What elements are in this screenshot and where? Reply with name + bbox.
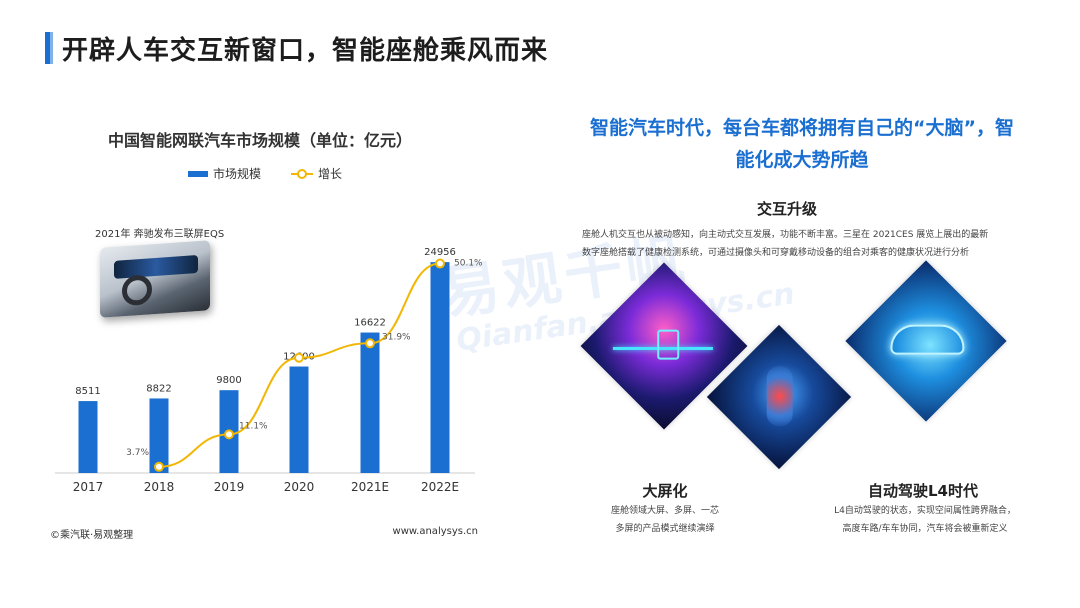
category-label: 2022E xyxy=(421,480,459,494)
bar-2018 xyxy=(149,398,169,473)
cockpit-screen-icon xyxy=(657,329,680,360)
human-body-icon xyxy=(766,366,793,427)
right-headline: 智能汽车时代，每台车都将拥有自己的“大脑”，智 能化成大势所趋 xyxy=(582,112,1022,176)
chart-legend: 市场规模 增长 xyxy=(188,165,342,182)
category-label: 2021E xyxy=(351,480,389,494)
interaction-text-line-2: 数字座舱搭载了健康检测系统，可通过摄像头和可穿戴移动设备的组合对乘客的健康状况进… xyxy=(582,248,970,258)
legend-label-bars: 市场规模 xyxy=(213,167,262,181)
bar-2017 xyxy=(78,401,98,473)
car-interior-image xyxy=(100,240,210,318)
category-label: 2020 xyxy=(284,480,315,494)
growth-point xyxy=(154,461,164,472)
bar-2022E xyxy=(430,262,450,473)
autonomous-title: 自动驾驶L4时代 xyxy=(868,482,978,500)
car-caption: 2021年 奔驰发布三联屏EQS xyxy=(95,229,225,240)
growth-point xyxy=(294,352,304,363)
car-outline-icon xyxy=(890,324,965,355)
legend-label-line: 增长 xyxy=(318,167,343,181)
bar-value-label: 8822 xyxy=(146,383,171,394)
bar-value-label: 16622 xyxy=(354,318,386,329)
bar-2021E xyxy=(360,332,380,473)
legend-bar-swatch xyxy=(188,170,208,177)
growth-value-label: 3.7% xyxy=(126,448,149,458)
bar-value-label: 24956 xyxy=(424,247,456,258)
triple-screen-dash xyxy=(114,254,198,279)
big-screen-text: 座舱领域大屏、多屏、一芯 多屏的产品模式继续演绎 xyxy=(590,502,740,538)
chart-title: 中国智能网联汽车市场规模（单位：亿元） xyxy=(107,131,412,150)
growth-point xyxy=(365,338,375,349)
autonomous-text: L4自动驾驶的状态，实现空间属性跨界融合， 高度车路/车车协同，汽车将会被重新定… xyxy=(820,502,1030,538)
interaction-text-line-1: 座舱人机交互也从被动感知，向主动式交互发展，功能不断丰富。三星在 2021CES… xyxy=(582,230,989,240)
growth-point xyxy=(224,429,234,440)
page-title: 开辟人车交互新窗口，智能座舱乘风而来 xyxy=(62,36,549,66)
growth-point xyxy=(435,258,445,269)
bar-2020 xyxy=(289,366,309,473)
growth-value-label: 11.1% xyxy=(239,421,268,431)
big-screen-text-line-2: 多屏的产品模式继续演绎 xyxy=(615,524,715,534)
big-screen-text-line-1: 座舱领域大屏、多屏、一芯 xyxy=(610,506,719,516)
headline-line-2: 能化成大势所趋 xyxy=(735,149,869,171)
big-screen-title: 大屏化 xyxy=(642,482,688,500)
steering-wheel-icon xyxy=(122,274,152,307)
growth-value-label: 31.9% xyxy=(382,332,411,342)
autonomous-text-line-2: 高度车路/车车协同，汽车将会被重新定义 xyxy=(842,524,1008,534)
category-label: 2019 xyxy=(214,480,245,494)
category-label: 2017 xyxy=(73,480,104,494)
autonomous-text-line-1: L4自动驾驶的状态，实现空间属性跨界融合， xyxy=(834,506,1016,516)
source-note: ©乘汽联·易观整理 xyxy=(50,530,134,541)
title-accent-bar xyxy=(45,32,50,64)
bar-value-label: 9800 xyxy=(216,375,241,386)
title-accent-bar-light xyxy=(50,32,53,64)
interaction-text: 座舱人机交互也从被动感知，向主动式交互发展，功能不断丰富。三星在 2021CES… xyxy=(582,226,1022,262)
category-label: 2018 xyxy=(144,480,175,494)
growth-value-label: 50.1% xyxy=(454,259,483,269)
legend-line-swatch xyxy=(291,168,314,179)
site-url: www.analysys.cn xyxy=(392,526,478,537)
interaction-title: 交互升级 xyxy=(756,200,817,218)
bar-value-label: 8511 xyxy=(75,386,100,397)
headline-line-1: 智能汽车时代，每台车都将拥有自己的“大脑”，智 xyxy=(590,117,1014,139)
